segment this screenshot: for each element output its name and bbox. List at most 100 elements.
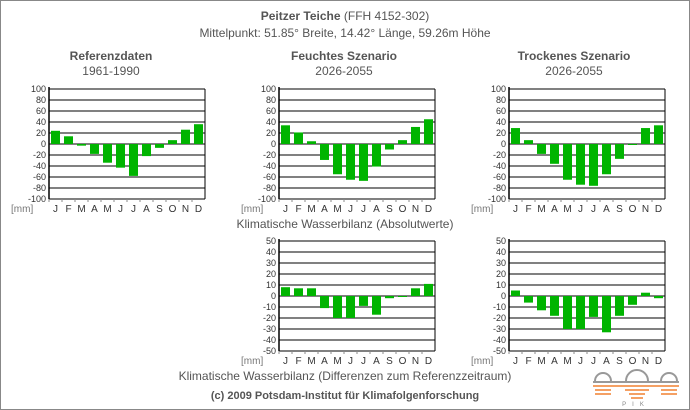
y-tick-label: -40 bbox=[493, 161, 506, 171]
y-tick-label: -50 bbox=[263, 346, 276, 356]
month-label: J bbox=[283, 204, 288, 215]
y-tick-label: -10 bbox=[263, 302, 276, 312]
bar-a bbox=[142, 144, 151, 157]
month-label: O bbox=[629, 356, 637, 367]
y-tick-label: -40 bbox=[263, 161, 276, 171]
y-tick-label: 60 bbox=[496, 106, 506, 116]
pik-logo-text: PIK bbox=[622, 402, 650, 408]
bar-d bbox=[654, 125, 663, 144]
unit-label: [mm] bbox=[241, 204, 263, 215]
bar-j bbox=[359, 296, 368, 306]
chart-title-dry: Trockenes Szenario bbox=[517, 49, 631, 63]
y-tick-label: 40 bbox=[266, 247, 276, 257]
bar-s bbox=[385, 296, 394, 299]
y-tick-label: -50 bbox=[493, 346, 506, 356]
y-tick-label: -40 bbox=[493, 335, 506, 345]
y-tick-label: 20 bbox=[496, 269, 506, 279]
month-label: M bbox=[537, 356, 545, 367]
bar-j bbox=[346, 296, 355, 318]
chart-title-wet: Feuchtes Szenario bbox=[290, 49, 398, 63]
bar-d bbox=[424, 119, 433, 144]
bar-o bbox=[398, 140, 407, 144]
caption-absolute: Klimatische Wasserbilanz (Absolutwerte) bbox=[236, 217, 454, 231]
bar-f bbox=[294, 288, 303, 296]
y-tick-label: 20 bbox=[266, 269, 276, 279]
month-label: A bbox=[551, 204, 558, 215]
bar-n bbox=[411, 126, 420, 144]
bar-j bbox=[589, 144, 598, 186]
bar-n bbox=[411, 288, 420, 296]
month-label: O bbox=[169, 204, 177, 215]
y-tick-label: -40 bbox=[33, 161, 46, 171]
month-label: J bbox=[131, 204, 136, 215]
y-tick-label: -20 bbox=[33, 150, 46, 160]
y-tick-label: -80 bbox=[33, 183, 46, 193]
y-tick-label: 30 bbox=[496, 258, 506, 268]
y-tick-label: -30 bbox=[493, 324, 506, 334]
bar-m bbox=[537, 144, 546, 154]
unit-label: [mm] bbox=[471, 204, 493, 215]
bar-m bbox=[333, 296, 342, 318]
month-label: J bbox=[361, 204, 366, 215]
month-label: M bbox=[563, 204, 571, 215]
month-label: A bbox=[373, 356, 380, 367]
bar-n bbox=[181, 129, 190, 144]
y-tick-label: 80 bbox=[266, 95, 276, 105]
chart-period-dry: 2026-2055 bbox=[545, 64, 603, 78]
month-label: F bbox=[295, 204, 301, 215]
bar-o bbox=[628, 296, 637, 305]
month-label: F bbox=[525, 356, 531, 367]
unit-label: [mm] bbox=[11, 204, 33, 215]
bar-a bbox=[90, 144, 99, 154]
month-label: J bbox=[361, 356, 366, 367]
y-tick-label: 20 bbox=[36, 128, 46, 138]
bar-a bbox=[550, 144, 559, 164]
bar-o bbox=[628, 144, 637, 145]
site-code: (FFH 4152-302) bbox=[340, 9, 430, 23]
month-label: J bbox=[118, 204, 123, 215]
month-label: M bbox=[333, 204, 341, 215]
bar-d bbox=[654, 296, 663, 299]
y-tick-label: -60 bbox=[493, 172, 506, 182]
bar-m bbox=[103, 144, 112, 163]
y-tick-label: -20 bbox=[263, 313, 276, 323]
y-tick-label: 100 bbox=[491, 84, 506, 94]
month-label: A bbox=[603, 204, 610, 215]
bar-j bbox=[576, 144, 585, 185]
y-tick-label: 20 bbox=[266, 128, 276, 138]
pik-logo: PIK bbox=[593, 369, 679, 408]
y-tick-label: -100 bbox=[28, 194, 46, 204]
bar-j bbox=[116, 144, 125, 168]
month-label: S bbox=[156, 204, 163, 215]
chart-title-ref: Referenzdaten bbox=[69, 49, 153, 63]
month-label: A bbox=[603, 356, 610, 367]
bar-s bbox=[615, 144, 624, 159]
month-label: O bbox=[399, 356, 407, 367]
bar-j bbox=[346, 144, 355, 180]
bar-s bbox=[385, 144, 394, 150]
bar-n bbox=[641, 292, 650, 296]
y-tick-label: 30 bbox=[266, 258, 276, 268]
bar-m bbox=[563, 144, 572, 180]
y-tick-label: 80 bbox=[496, 95, 506, 105]
bar-s bbox=[155, 144, 164, 148]
y-tick-label: -80 bbox=[263, 183, 276, 193]
month-label: J bbox=[53, 204, 58, 215]
month-label: M bbox=[307, 204, 315, 215]
month-label: N bbox=[412, 204, 419, 215]
bar-m bbox=[307, 141, 316, 144]
month-label: M bbox=[333, 356, 341, 367]
bar-a bbox=[550, 296, 559, 316]
month-label: J bbox=[283, 356, 288, 367]
bar-j bbox=[51, 130, 60, 144]
month-label: A bbox=[91, 204, 98, 215]
y-tick-label: 40 bbox=[496, 117, 506, 127]
month-label: M bbox=[307, 356, 315, 367]
unit-label: [mm] bbox=[241, 356, 263, 367]
bar-f bbox=[524, 296, 533, 303]
month-label: S bbox=[386, 356, 393, 367]
month-label: S bbox=[616, 204, 623, 215]
